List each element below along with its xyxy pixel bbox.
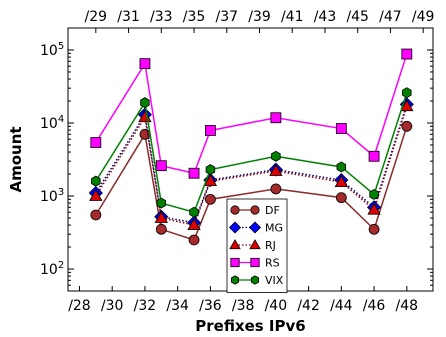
data-point-rs [188,167,200,179]
data-point-df [401,120,413,132]
data-point-df [368,223,380,235]
data-point-rs [139,58,151,70]
legend-marker [228,221,242,234]
data-point-rs [90,137,102,148]
data-point-vix [402,87,412,99]
data-point-df [155,223,167,235]
data-point-rj [154,211,168,223]
data-point-vix [91,175,101,187]
data-point-df [270,183,282,195]
y-axis-title: Amount [7,126,25,192]
legend-item-rj: RJ [229,239,276,252]
data-point-df [335,192,347,204]
legend: DF MG RJ RS VIX [226,198,288,293]
x-tick-label: /28 [68,298,91,314]
x-tick-label: /48 [396,298,419,314]
data-point-vix [369,188,379,200]
data-point-vix [271,150,281,162]
data-point-df [204,193,216,205]
top-tick-label: /33 [150,9,173,25]
x-tick-label: /34 [166,298,189,314]
data-point-rs [335,123,347,134]
data-point-rs [401,48,413,60]
series-df [90,120,413,246]
top-tick-label: /35 [183,9,206,25]
top-tick-label: /45 [346,9,369,25]
x-axis-title: Prefixes IPv6 [195,317,305,335]
data-point-rj [367,202,381,215]
legend-marker [230,275,240,285]
data-point-rs [204,125,216,136]
top-tick-label: /31 [117,9,140,25]
legend-marker [250,205,260,215]
x-tick-label: /36 [199,298,222,314]
top-tick-label: /39 [248,9,271,25]
y-tick-label: 105 [40,41,64,59]
data-point-vix [189,206,199,218]
x-tick-label: /40 [265,298,288,314]
top-tick-label: /41 [281,9,304,25]
legend-item-mg: MG [228,221,283,235]
series-vix [91,87,412,218]
top-tick-label: /49 [412,9,435,25]
data-point-df [90,209,102,221]
x-tick-label: /38 [232,298,255,314]
legend-label: RJ [265,239,276,252]
legend-label: DF [265,204,280,217]
series-rs [90,48,413,179]
data-point-vix [140,97,150,109]
y-tick-label: 103 [40,187,64,205]
legend-marker [248,221,262,234]
legend-label: RS [265,257,280,270]
data-point-vix [336,161,347,173]
top-tick-label: /29 [85,9,108,25]
x-tick-label: /30 [101,298,124,314]
series-line-rj [95,105,408,226]
top-tick-label: /43 [314,9,337,25]
series-layer [88,48,414,246]
legend-marker [229,239,241,250]
data-point-rj [187,218,201,230]
data-point-rj [203,174,218,187]
legend-marker [250,257,260,268]
y-tick-label: 102 [40,260,64,278]
legend-label: VIX [265,274,284,287]
legend-marker [249,239,261,250]
x-tick-label: /32 [134,298,157,314]
x-tick-label: /46 [363,298,386,314]
legend-item-vix: VIX [230,274,284,287]
legend-item-df: DF [230,204,280,217]
data-point-rs [155,160,167,172]
data-point-rj [334,175,349,188]
legend-marker [230,257,240,268]
series-line-mg [95,104,408,224]
data-point-rj [89,189,103,201]
data-point-df [188,234,200,246]
data-point-vix [205,164,216,176]
ticks-layer: /28/30/32/34/36/38/40/42/44/46/48/29/31 /… [40,9,434,314]
legend-marker [250,275,260,285]
y-tick-label: 104 [40,114,64,132]
data-point-rs [270,112,282,124]
top-tick-label: /37 [216,9,239,25]
data-point-rj [400,99,414,112]
legend-label: MG [265,222,283,235]
data-point-rj [269,164,283,176]
legend-item-rs: RS [230,257,280,270]
top-tick-label: /47 [379,9,402,25]
legend-marker [230,205,240,215]
data-point-vix [156,197,167,209]
x-tick-label: /44 [330,298,353,314]
x-tick-label: /42 [297,298,320,314]
data-point-rs [368,150,380,162]
